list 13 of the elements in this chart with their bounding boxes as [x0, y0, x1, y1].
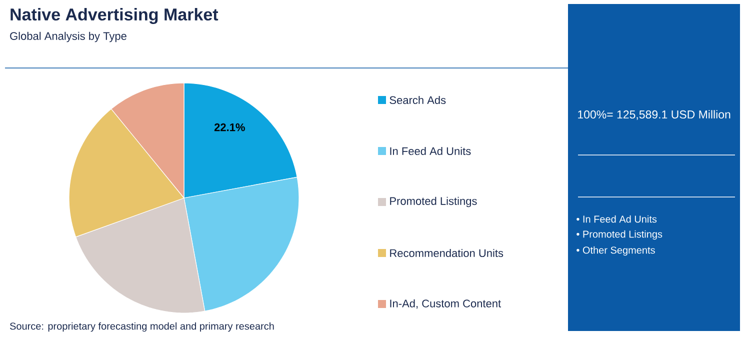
text: 100%= 125,589.1 USD Million	[578, 110, 730, 120]
legend-label: Recommendation Units	[390, 248, 504, 258]
chart-title: Native Advertising Market	[10, 8, 218, 24]
text: • In Feed Ad Units	[576, 215, 657, 223]
text: • Promoted Listings	[576, 230, 662, 240]
source-note: Source: proprietary forecasting model and primary research	[10, 322, 274, 332]
data-label: 22.1%	[214, 123, 245, 132]
legend-label: Promoted Listings	[390, 196, 477, 208]
legend-label: In Feed Ad Units	[390, 146, 471, 156]
legend-label: Search Ads	[390, 96, 446, 104]
legend-label: In-Ad, Custom Content	[390, 299, 501, 309]
text: • Other Segments	[576, 246, 655, 256]
chart-subtitle: Global Analysis by Type	[10, 32, 126, 42]
